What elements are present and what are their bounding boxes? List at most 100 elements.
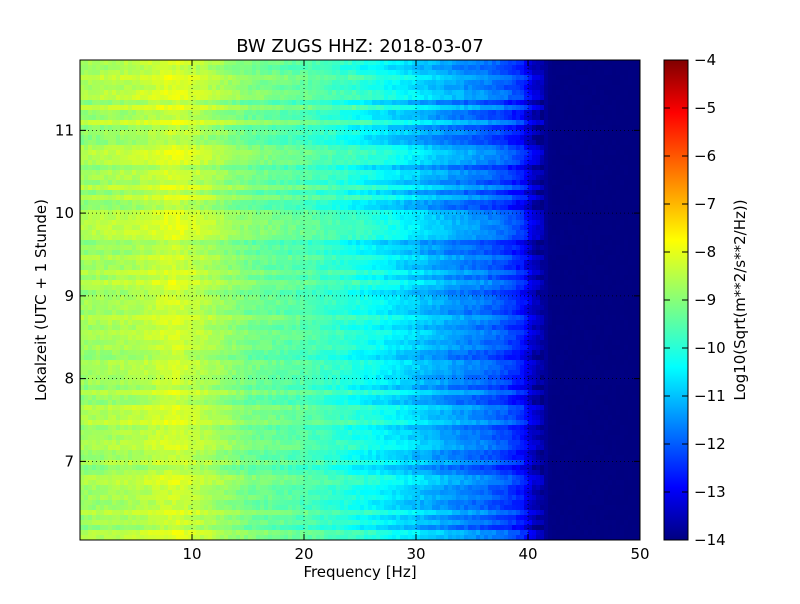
heatmap-cell xyxy=(140,95,145,101)
heatmap-cell xyxy=(576,220,581,226)
heatmap-cell xyxy=(288,195,293,201)
heatmap-cell xyxy=(136,130,141,136)
heatmap-cell xyxy=(524,225,529,231)
heatmap-cell xyxy=(300,205,305,211)
heatmap-cell xyxy=(456,80,461,86)
heatmap-cell xyxy=(432,80,437,86)
heatmap-cell xyxy=(632,70,637,76)
heatmap-cell xyxy=(244,145,249,151)
heatmap-cell xyxy=(348,220,353,226)
heatmap-cell xyxy=(464,200,469,206)
heatmap-cell xyxy=(192,170,197,176)
heatmap-cell xyxy=(240,160,245,166)
heatmap-cell xyxy=(268,105,273,111)
heatmap-cell xyxy=(396,85,401,91)
heatmap-cell xyxy=(456,180,461,186)
heatmap-cell xyxy=(436,115,441,121)
heatmap-cell xyxy=(268,125,273,131)
heatmap-cell xyxy=(560,65,565,71)
heatmap-cell xyxy=(272,105,277,111)
heatmap-cell xyxy=(336,80,341,86)
heatmap-cell xyxy=(592,65,597,71)
heatmap-cell xyxy=(188,130,193,136)
heatmap-cell xyxy=(464,215,469,221)
heatmap-cell xyxy=(328,230,333,236)
heatmap-cell xyxy=(588,200,593,206)
heatmap-cell xyxy=(572,140,577,146)
heatmap-cell xyxy=(636,160,640,166)
heatmap-cell xyxy=(516,65,521,71)
heatmap-cell xyxy=(592,145,597,151)
heatmap-cell xyxy=(220,105,225,111)
heatmap-cell xyxy=(352,230,357,236)
heatmap-cell xyxy=(576,150,581,156)
heatmap-cell xyxy=(480,200,485,206)
heatmap-cell xyxy=(484,90,489,96)
heatmap-cell xyxy=(420,60,425,66)
heatmap-cell xyxy=(340,140,345,146)
heatmap-cell xyxy=(348,175,353,181)
heatmap-cell xyxy=(544,135,549,141)
heatmap-cell xyxy=(512,95,517,101)
heatmap-cell xyxy=(532,100,537,106)
heatmap-cell xyxy=(156,215,161,221)
heatmap-cell xyxy=(368,120,373,126)
heatmap-cell xyxy=(328,165,333,171)
heatmap-cell xyxy=(412,70,417,76)
heatmap-cell xyxy=(396,220,401,226)
heatmap-cell xyxy=(632,115,637,121)
heatmap-cell xyxy=(272,90,277,96)
heatmap-cell xyxy=(332,155,337,161)
heatmap-cell xyxy=(568,165,573,171)
heatmap-cell xyxy=(120,190,125,196)
heatmap-cell xyxy=(104,130,109,136)
heatmap-cell xyxy=(620,190,625,196)
heatmap-cell xyxy=(312,140,317,146)
heatmap-cell xyxy=(444,135,449,141)
heatmap-cell xyxy=(276,205,281,211)
heatmap-cell xyxy=(240,145,245,151)
heatmap-cell xyxy=(360,60,365,66)
heatmap-cell xyxy=(544,145,549,151)
heatmap-cell xyxy=(244,220,249,226)
heatmap-cell xyxy=(136,100,141,106)
heatmap-cell xyxy=(260,215,265,221)
heatmap-cell xyxy=(432,200,437,206)
heatmap-cell xyxy=(392,60,397,66)
heatmap-cell xyxy=(488,145,493,151)
heatmap-cell xyxy=(600,70,605,76)
heatmap-cell xyxy=(252,230,257,236)
heatmap-cell xyxy=(636,175,640,181)
heatmap-cell xyxy=(616,215,621,221)
heatmap-cell xyxy=(220,90,225,96)
heatmap-cell xyxy=(632,145,637,151)
heatmap-cell xyxy=(264,195,269,201)
heatmap-cell xyxy=(112,60,117,66)
heatmap-cell xyxy=(276,125,281,131)
heatmap-cell xyxy=(628,60,633,66)
heatmap-cell xyxy=(516,185,521,191)
heatmap-cell xyxy=(592,205,597,211)
heatmap-cell xyxy=(628,195,633,201)
heatmap-cell xyxy=(540,175,545,181)
heatmap-cell xyxy=(572,145,577,151)
heatmap-cell xyxy=(496,160,501,166)
heatmap-cell xyxy=(420,190,425,196)
heatmap-cell xyxy=(100,125,105,131)
heatmap-cell xyxy=(252,215,257,221)
heatmap-cell xyxy=(448,115,453,121)
heatmap-cell xyxy=(232,135,237,141)
heatmap-cell xyxy=(504,230,509,236)
heatmap-cell xyxy=(544,95,549,101)
heatmap-cell xyxy=(120,170,125,176)
heatmap-cell xyxy=(480,175,485,181)
heatmap-cell xyxy=(88,190,93,196)
heatmap-cell xyxy=(476,65,481,71)
heatmap-cell xyxy=(156,115,161,121)
heatmap-cell xyxy=(532,205,537,211)
heatmap-cell xyxy=(580,195,585,201)
heatmap-cell xyxy=(352,140,357,146)
heatmap-cell xyxy=(156,100,161,106)
heatmap-cell xyxy=(564,160,569,166)
heatmap-cell xyxy=(612,200,617,206)
